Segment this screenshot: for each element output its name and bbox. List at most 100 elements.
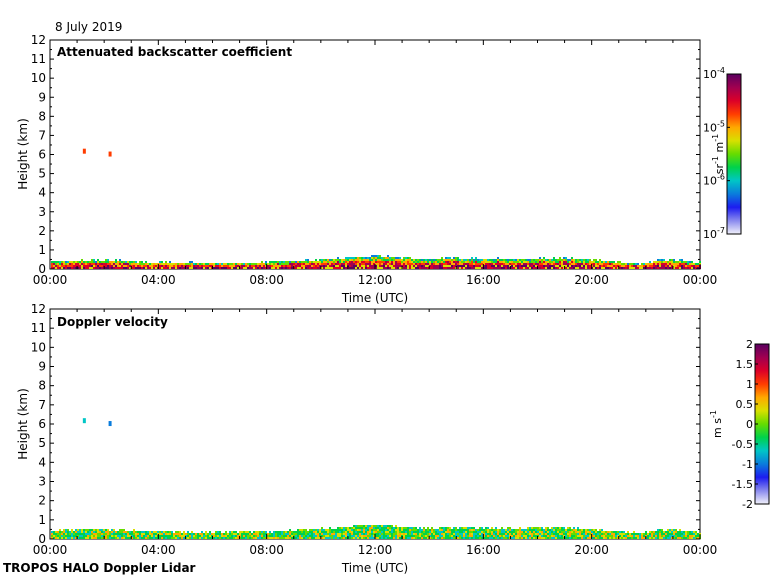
backscatter-data-cell (291, 261, 293, 263)
backscatter-data-cell (425, 259, 427, 261)
velocity-data-cell (565, 529, 567, 531)
backscatter-data-cell (87, 267, 89, 269)
velocity-data-cell (553, 531, 555, 533)
backscatter-data-cell (697, 265, 699, 267)
backscatter-data-cell (463, 259, 465, 261)
velocity-data-cell (395, 525, 397, 527)
velocity-data-cell (373, 537, 375, 539)
velocity-data-cell (515, 535, 517, 537)
backscatter-data-cell (589, 265, 591, 267)
backscatter-data-cell (417, 263, 419, 265)
backscatter-data-cell (599, 261, 601, 263)
backscatter-data-cell (381, 265, 383, 267)
backscatter-data-cell (51, 265, 53, 267)
velocity-data-cell (501, 533, 503, 535)
backscatter-data-cell (449, 267, 451, 269)
backscatter-data-cell (515, 265, 517, 267)
velocity-data-cell (519, 527, 521, 529)
backscatter-data-cell (625, 267, 627, 269)
backscatter-data-cell (551, 263, 553, 265)
backscatter-data-cell (655, 265, 657, 267)
velocity-data-cell (547, 529, 549, 531)
velocity-data-cell (459, 529, 461, 531)
velocity-data-cell (155, 533, 157, 535)
velocity-data-cell (507, 533, 509, 535)
velocity-data-cell (351, 531, 353, 533)
velocity-data-cell (449, 527, 451, 529)
backscatter-data-cell (171, 263, 173, 265)
velocity-data-cell (549, 537, 551, 539)
velocity-data-cell (141, 533, 143, 535)
backscatter-data-cell (389, 267, 391, 269)
velocity-data-cell (611, 535, 613, 537)
backscatter-data-cell (365, 267, 367, 269)
backscatter-data-cell (565, 261, 567, 263)
backscatter-data-cell (193, 265, 195, 267)
backscatter-y-tick-label: 6 (38, 148, 46, 162)
backscatter-data-cell (543, 263, 545, 265)
velocity-data-cell (161, 537, 163, 539)
backscatter-data-cell (327, 259, 329, 261)
velocity-data-cell (277, 531, 279, 533)
backscatter-data-cell (285, 261, 287, 263)
backscatter-data-cell (179, 263, 181, 265)
velocity-data-cell (685, 535, 687, 537)
backscatter-data-cell (489, 263, 491, 265)
backscatter-data-cell (81, 259, 83, 261)
velocity-data-cell (381, 529, 383, 531)
velocity-data-cell (509, 531, 511, 533)
velocity-data-cell (209, 531, 211, 533)
velocity-data-cell (163, 537, 165, 539)
velocity-data-cell (287, 531, 289, 533)
backscatter-data-cell (169, 267, 171, 269)
velocity-data-cell (155, 537, 157, 539)
velocity-data-cell (251, 537, 253, 539)
backscatter-data-cell (551, 267, 553, 269)
velocity-data-cell (679, 537, 681, 539)
velocity-data-cell (121, 529, 123, 531)
backscatter-data-cell (443, 265, 445, 267)
backscatter-data-cell (267, 265, 269, 267)
velocity-data-cell (403, 533, 405, 535)
backscatter-data-cell (593, 259, 595, 261)
velocity-data-cell (527, 535, 529, 537)
backscatter-data-cell (681, 261, 683, 263)
backscatter-data-cell (345, 261, 347, 263)
backscatter-data-cell (337, 257, 339, 259)
backscatter-data-cell (305, 267, 307, 269)
backscatter-data-cell (313, 267, 315, 269)
velocity-data-cell (353, 527, 355, 529)
velocity-data-cell (283, 535, 285, 537)
backscatter-data-cell (213, 265, 215, 267)
velocity-y-tick-label: 0 (38, 532, 46, 546)
velocity-data-cell (549, 531, 551, 533)
velocity-data-cell (163, 535, 165, 537)
backscatter-data-cell (517, 263, 519, 265)
velocity-data-cell (679, 529, 681, 531)
backscatter-data-cell (619, 263, 621, 265)
velocity-data-cell (99, 533, 101, 535)
velocity-data-cell (677, 533, 679, 535)
backscatter-data-cell (135, 265, 137, 267)
backscatter-data-cell (607, 267, 609, 269)
velocity-data-cell (329, 531, 331, 533)
velocity-data-cell (441, 535, 443, 537)
backscatter-data-cell (493, 259, 495, 261)
backscatter-data-cell (65, 265, 67, 267)
velocity-data-cell (293, 531, 295, 533)
velocity-colorbar-tick-label: 0 (746, 418, 753, 431)
velocity-data-cell (695, 537, 697, 539)
velocity-data-cell (167, 535, 169, 537)
velocity-data-cell (339, 537, 341, 539)
velocity-data-cell (521, 535, 523, 537)
backscatter-data-cell (509, 261, 511, 263)
velocity-data-cell (383, 529, 385, 531)
backscatter-data-cell (661, 261, 663, 263)
velocity-data-cell (553, 537, 555, 539)
backscatter-data-cell (237, 267, 239, 269)
velocity-data-cell (393, 533, 395, 535)
backscatter-data-cell (273, 263, 275, 265)
velocity-data-cell (143, 535, 145, 537)
velocity-data-cell (455, 527, 457, 529)
